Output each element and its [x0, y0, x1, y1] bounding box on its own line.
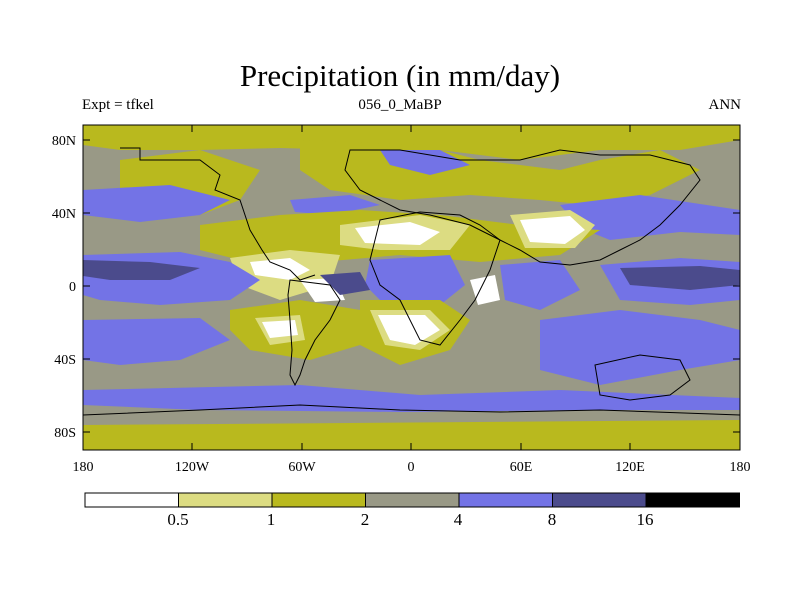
field-itcz-pacific-core [83, 260, 200, 280]
colorbar-box [365, 492, 460, 508]
field-spacific-wet [83, 318, 230, 365]
x-tick-label: 180 [730, 460, 751, 475]
field-africa-east-dry [470, 275, 500, 305]
colorbar-label: 4 [454, 510, 463, 529]
field-sahara-driest [355, 222, 440, 245]
field-satl-driest [378, 315, 440, 345]
colorbar-box [271, 492, 366, 508]
coastlines [83, 147, 740, 416]
field-itcz-indian [500, 260, 580, 310]
coastline-namerica [120, 147, 316, 281]
coastline-eurasia [344, 149, 701, 266]
colorbar-label: 0.5 [167, 510, 188, 529]
y-tick-label: 80S [54, 426, 76, 441]
colorbar-box [84, 492, 179, 508]
colorbar [84, 492, 740, 508]
x-tick-label: 0 [408, 460, 415, 475]
coastline-antarctica [83, 404, 740, 416]
field-npacific-wet [83, 185, 230, 222]
colorbar-box [178, 492, 273, 508]
field-sindian-wet [540, 310, 740, 385]
colorbar-box [552, 492, 647, 508]
x-tick-label: 60E [510, 460, 533, 475]
coastline-australia [594, 354, 691, 401]
experiment-label: Expt = tfkel [82, 97, 154, 113]
field-itcz-wpacific-core [620, 266, 740, 290]
map-field [83, 125, 740, 450]
colorbar-label: 8 [548, 510, 557, 529]
colorbar-label: 16 [637, 510, 654, 529]
field-arctic [83, 125, 740, 160]
field-europe-wet [380, 150, 470, 175]
time-slice-label: 056_0_MaBP [358, 97, 442, 113]
field-antarctic [83, 420, 740, 450]
x-tick-label: 180 [73, 460, 94, 475]
colorbar-box [645, 492, 740, 508]
colorbar-label: 2 [361, 510, 370, 529]
y-tick-label: 80N [52, 134, 76, 149]
y-tick-label: 0 [69, 280, 76, 295]
y-tick-label: 40N [52, 207, 76, 222]
coastline-samerica [287, 279, 341, 387]
field-southern-ocean-wet [83, 385, 740, 412]
field-itcz-atl-core [320, 272, 370, 295]
x-tick-label: 120W [175, 460, 210, 475]
y-tick-label: 40S [54, 353, 76, 368]
coastline-africa [369, 211, 501, 346]
field-asia-wet [560, 195, 740, 240]
colorbar-box [458, 492, 553, 508]
x-tick-label: 60W [288, 460, 316, 475]
axis-ticks [82, 125, 741, 450]
season-label: ANN [708, 97, 742, 113]
map-title: Precipitation (in mm/day) [239, 58, 561, 93]
field-asia-driest [520, 216, 585, 244]
field-natlantic-wet [290, 195, 380, 215]
colorbar-label: 1 [267, 510, 276, 529]
field-sam-driest [262, 320, 298, 338]
x-tick-label: 120E [615, 460, 645, 475]
